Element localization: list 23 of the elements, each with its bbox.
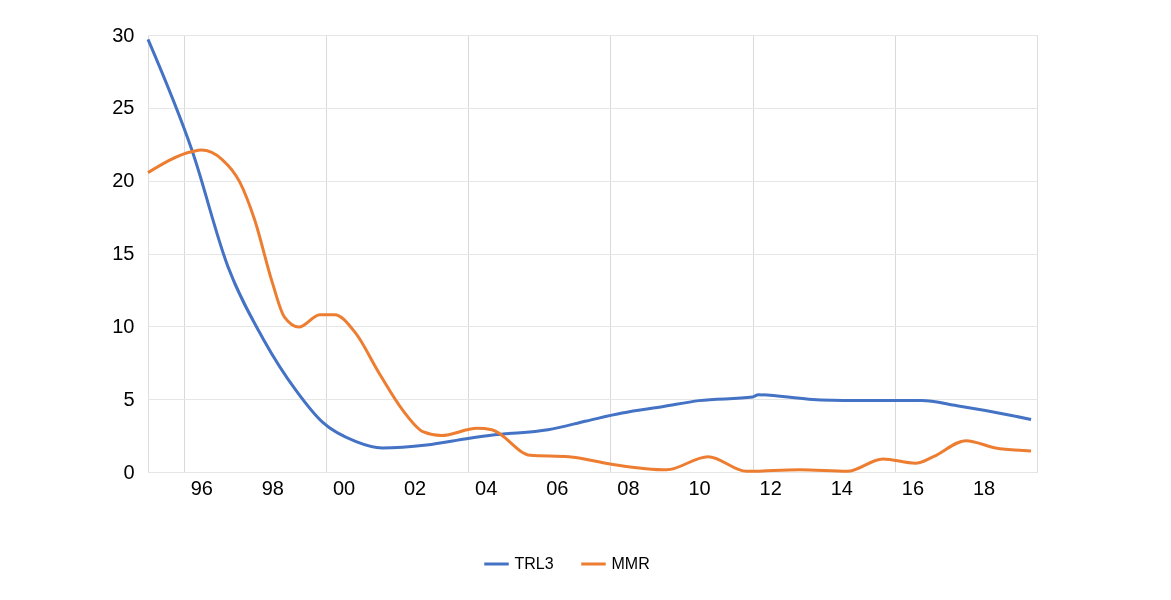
- x-tick-label: 06: [546, 476, 569, 499]
- y-tick-label: 5: [123, 387, 135, 410]
- x-tick-label: 00: [332, 476, 356, 499]
- legend-label: TRL3: [514, 555, 554, 572]
- line-series: [146, 148, 1033, 473]
- x-tick-label: 10: [688, 476, 711, 499]
- line-series: [146, 37, 1033, 450]
- y-tick-label: 20: [112, 169, 135, 192]
- y-tick-label: 25: [112, 96, 135, 119]
- y-tick-label: 30: [112, 23, 135, 46]
- x-tick-label: 08: [617, 476, 640, 499]
- y-tick-label: 10: [112, 314, 135, 337]
- legend-label: MMR: [611, 555, 650, 572]
- x-tick-label: 16: [901, 476, 925, 499]
- y-tick-label: 0: [123, 460, 135, 483]
- x-tick-label: 96: [190, 476, 213, 499]
- x-tick-label: 04: [475, 476, 498, 499]
- x-tick-label: 18: [972, 476, 996, 499]
- x-tick-label: 98: [261, 476, 284, 499]
- y-tick-label: 15: [112, 242, 135, 264]
- x-tick-label: 12: [759, 476, 782, 499]
- x-tick-label: 02: [403, 476, 427, 499]
- x-tick-label: 14: [830, 476, 853, 499]
